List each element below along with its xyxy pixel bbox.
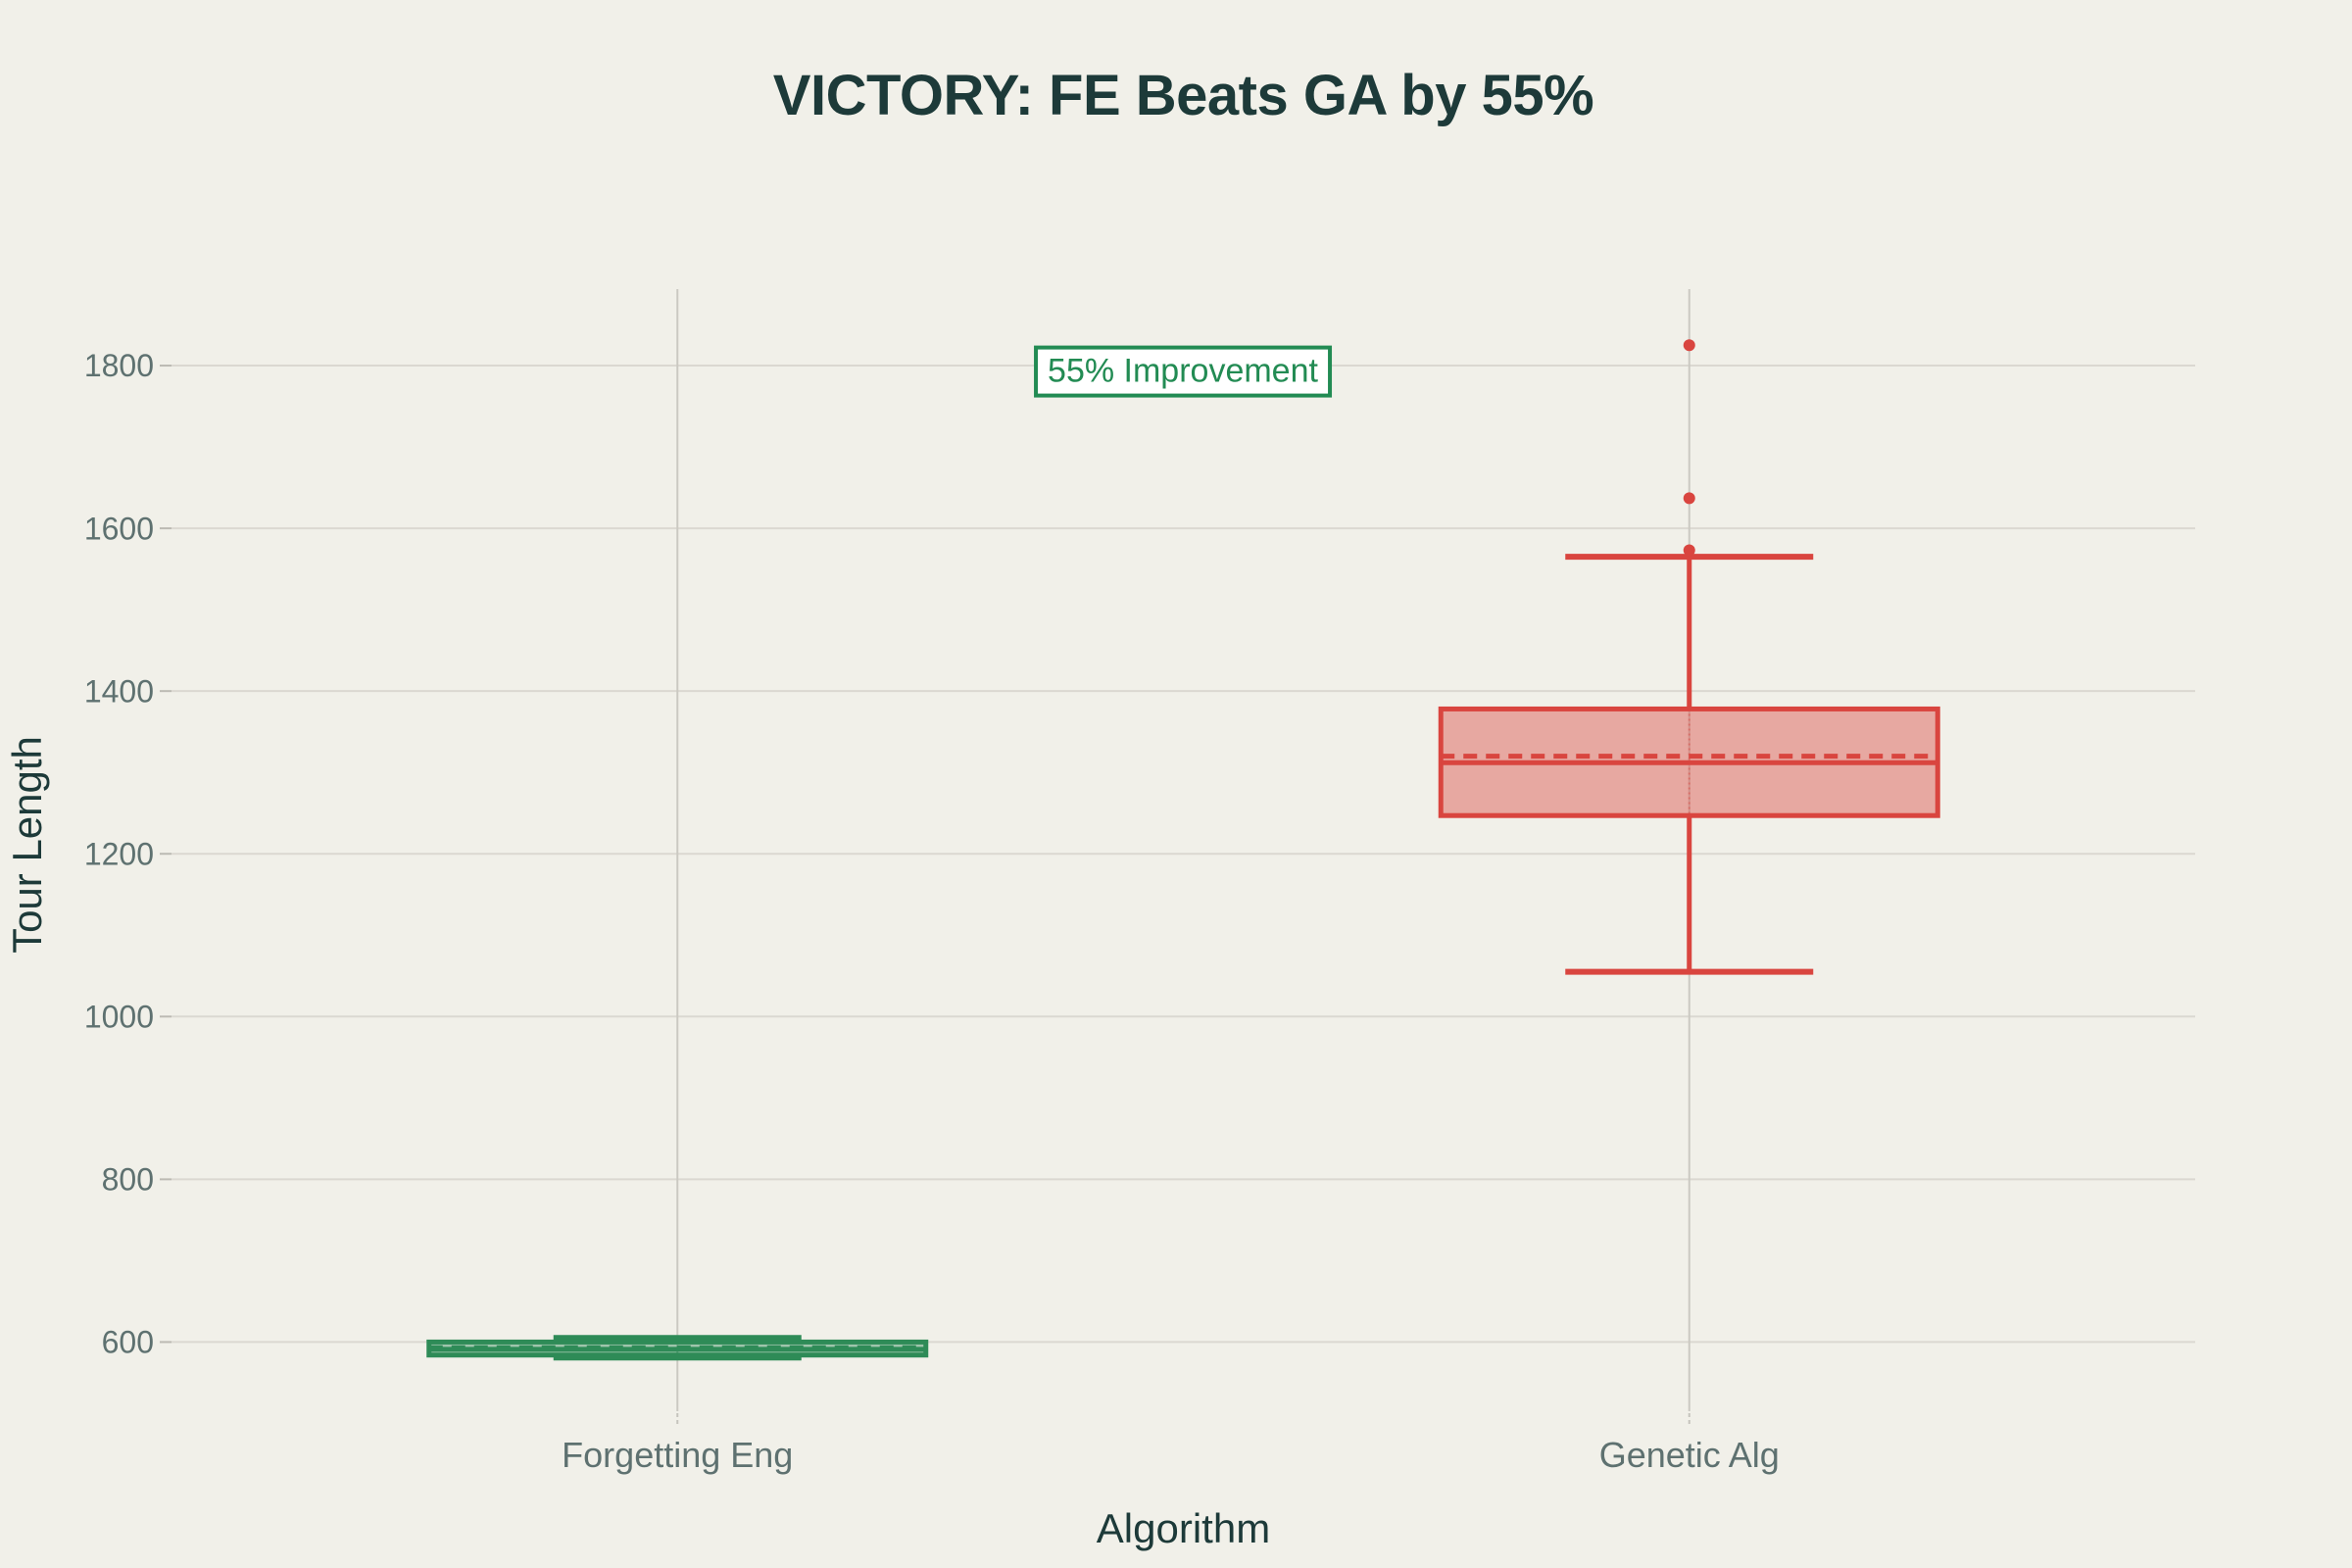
y-tick-label: 800 bbox=[102, 1162, 154, 1198]
outlier-point bbox=[1683, 544, 1695, 557]
y-tick-label: 1400 bbox=[84, 673, 154, 709]
y-tick-label: 600 bbox=[102, 1325, 154, 1360]
x-tick-label: Forgetting Eng bbox=[562, 1435, 793, 1475]
annotation-box: 55% Improvement bbox=[1034, 345, 1332, 398]
outlier-point bbox=[1683, 492, 1695, 505]
y-tick-label: 1600 bbox=[84, 511, 154, 546]
x-axis-title: Algorithm bbox=[1096, 1505, 1271, 1551]
outlier-point bbox=[1683, 339, 1695, 352]
y-tick-label: 1800 bbox=[84, 348, 154, 383]
y-axis-title: Tour Length bbox=[4, 736, 50, 954]
y-tick-label: 1200 bbox=[84, 836, 154, 871]
chart-title: VICTORY: FE Beats GA by 55% bbox=[772, 64, 1594, 127]
y-tick-label: 1000 bbox=[84, 999, 154, 1034]
x-tick-label: Genetic Alg bbox=[1599, 1435, 1780, 1475]
